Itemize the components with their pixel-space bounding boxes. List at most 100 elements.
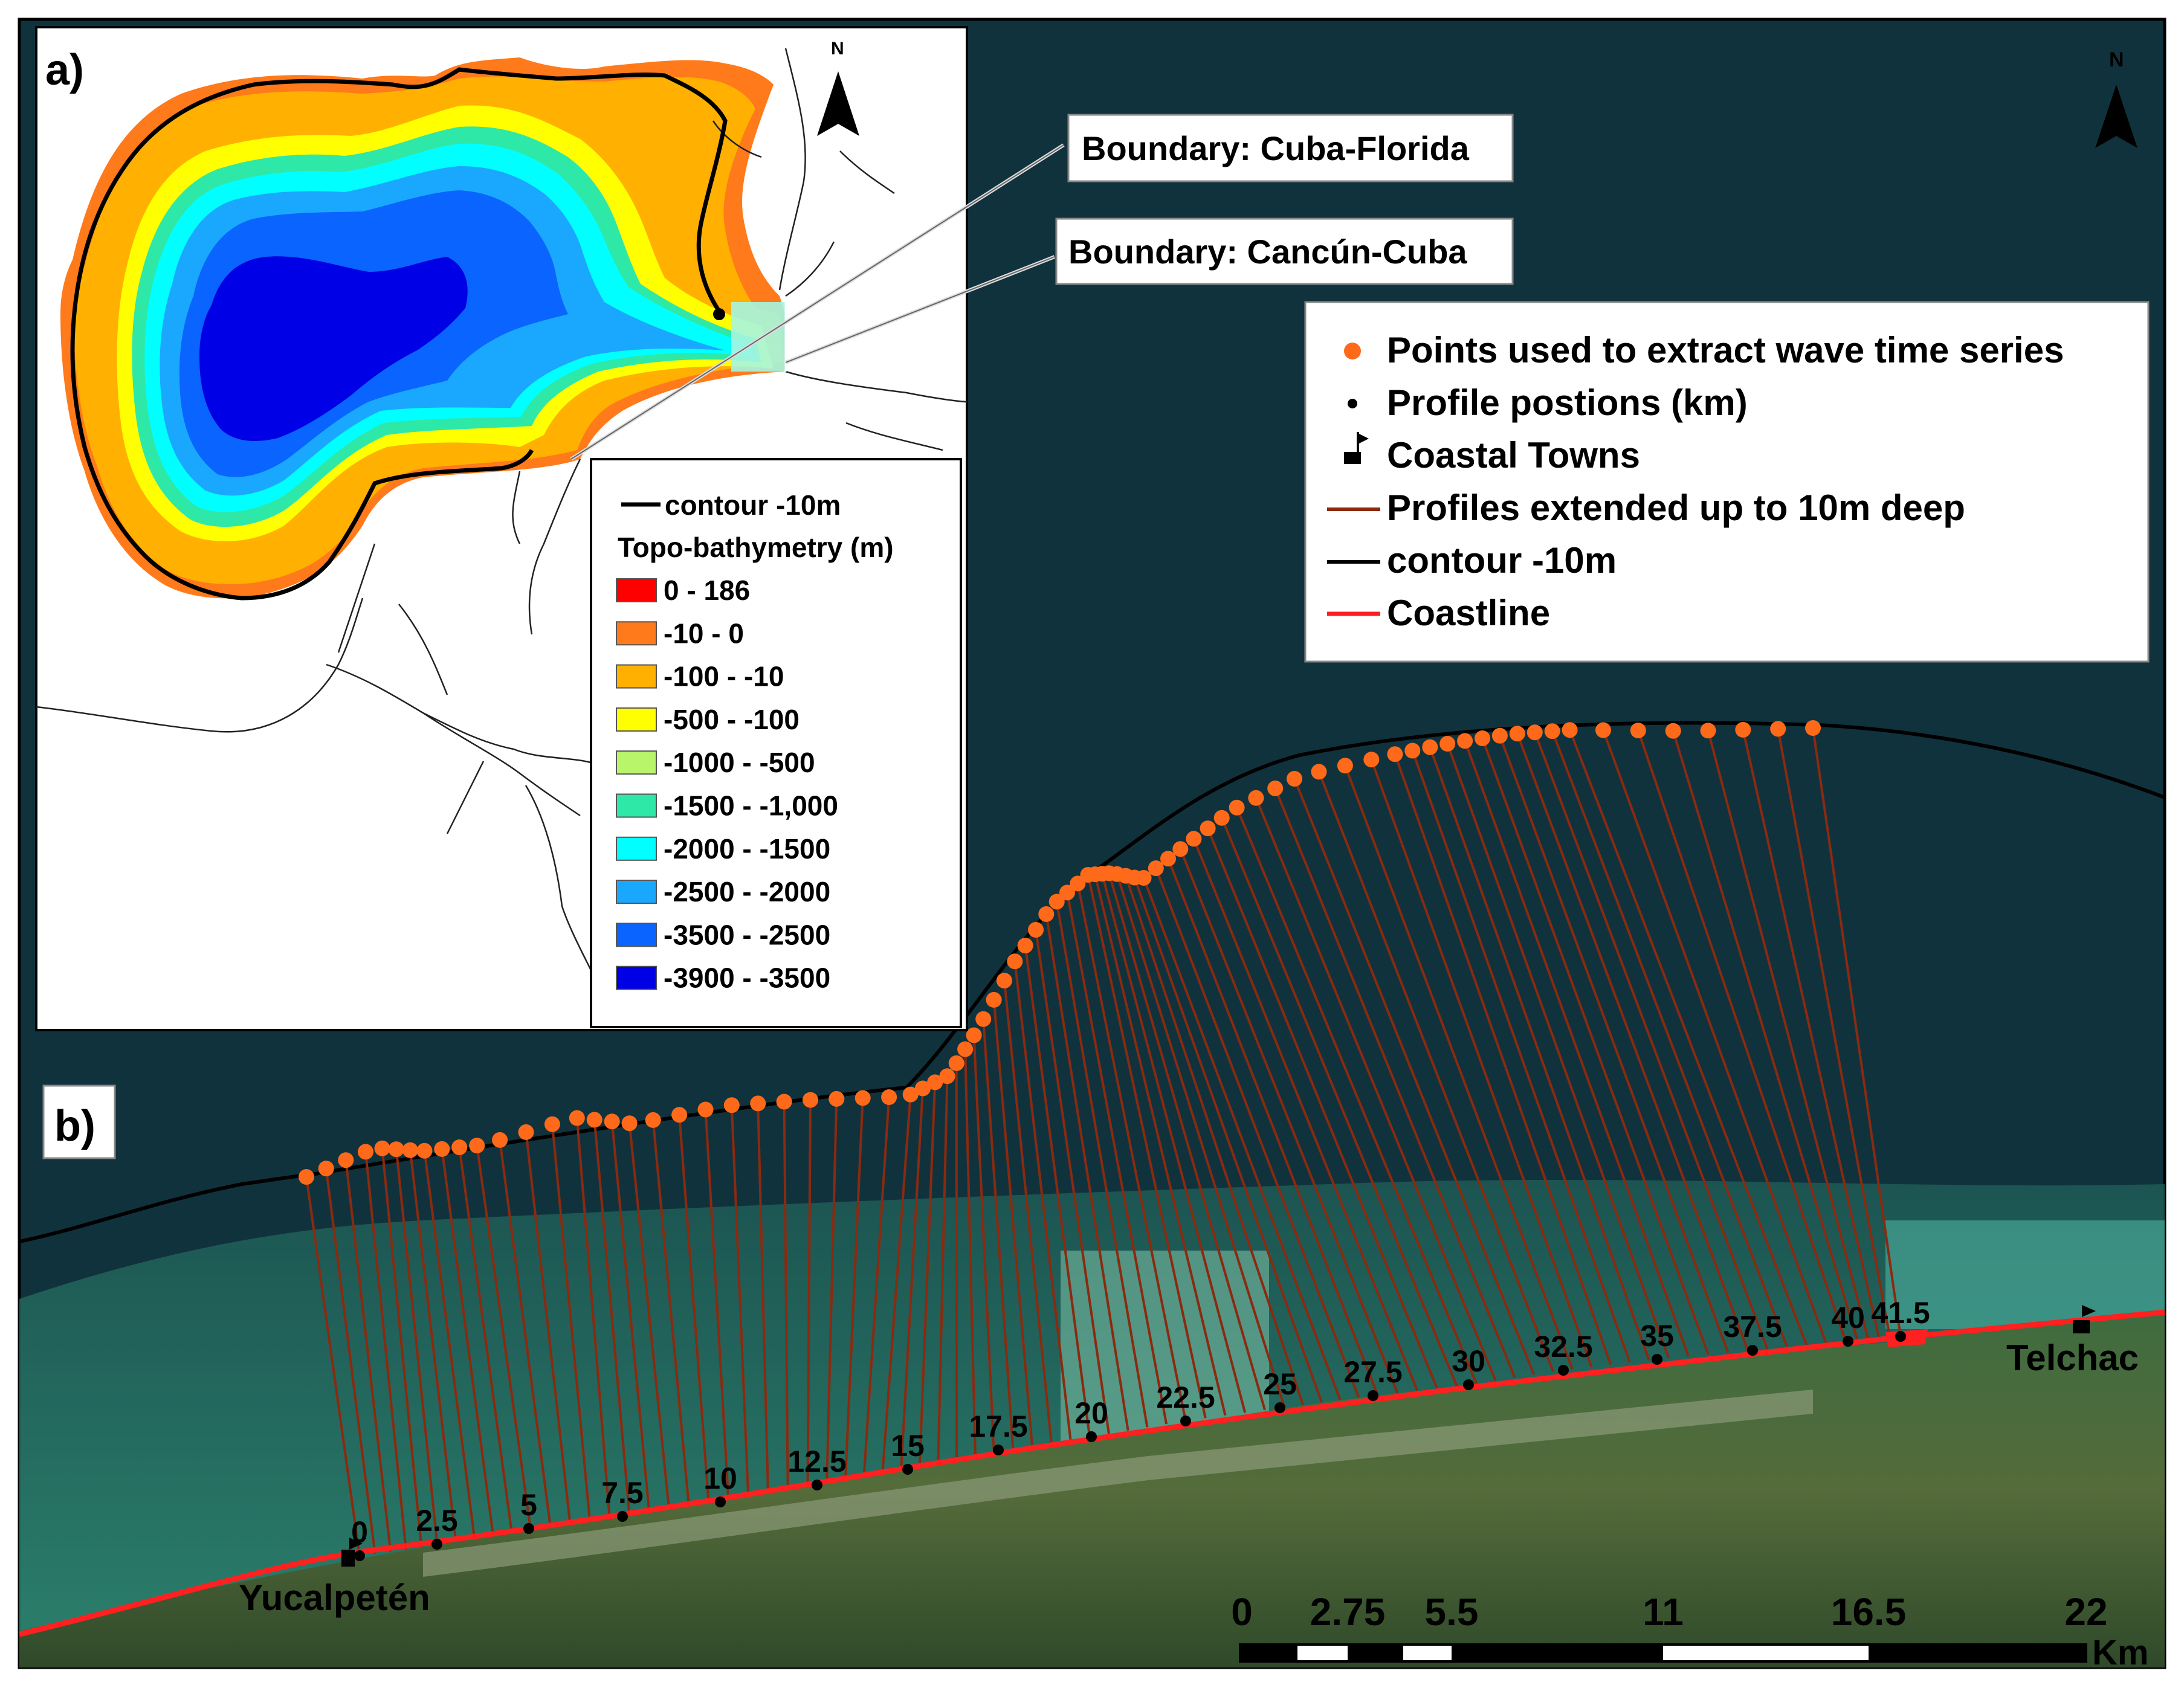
profile-line (1672, 730, 1859, 1341)
profile-line (1094, 874, 1227, 1416)
north-arrow-inset: N (817, 39, 859, 136)
profile-line (1024, 945, 1091, 1437)
extraction-point (1665, 723, 1681, 739)
extraction-point (586, 1112, 603, 1128)
extraction-point (915, 1080, 931, 1097)
extraction-point (986, 991, 1002, 1008)
legend-class-label-1: -10 - 0 (664, 617, 744, 649)
profile-line (982, 1019, 1015, 1448)
legend-class-label-3: -500 - -100 (664, 704, 800, 735)
extraction-point (492, 1132, 508, 1148)
profile-line (1344, 765, 1574, 1370)
extraction-point (1700, 723, 1716, 739)
scale-tick-label: 22 (2064, 1590, 2107, 1634)
legend-swatch-0 (616, 578, 657, 602)
profile-position-dot (1895, 1331, 1906, 1342)
profile-line (972, 1035, 995, 1451)
extraction-point (318, 1161, 334, 1177)
legend-swatch-1 (616, 621, 657, 646)
extraction-point (776, 1094, 792, 1110)
extraction-point (948, 1055, 964, 1071)
profile-line (1516, 733, 1749, 1352)
profile-km-label: 41.5 (1871, 1296, 1930, 1330)
profile-km-label: 15 (891, 1429, 925, 1463)
extraction-point (1017, 938, 1033, 954)
legend-swatch-3 (616, 707, 657, 732)
profile-position-dot (1275, 1402, 1285, 1413)
profile-line (1045, 913, 1129, 1431)
extraction-point (1048, 894, 1065, 910)
profile-line (1551, 730, 1788, 1348)
profile-line (900, 1088, 924, 1471)
extraction-point (855, 1090, 871, 1106)
legend-class-label-9: -3900 - -3500 (664, 962, 830, 994)
extraction-point (388, 1141, 404, 1158)
extraction-point (1213, 810, 1230, 826)
legend-class-label-8: -3500 - -2500 (664, 919, 830, 950)
profile-km-label: 35 (1640, 1319, 1674, 1353)
legend-orange-dot-symbol (1344, 343, 1361, 359)
extraction-point (881, 1089, 897, 1105)
profile-line (476, 1145, 532, 1529)
profile-line (783, 1101, 789, 1491)
profile-line (344, 1159, 392, 1552)
profile-line (1707, 730, 1870, 1340)
extraction-point (402, 1142, 418, 1158)
profile-position-dot (523, 1523, 534, 1534)
extraction-point (1136, 870, 1152, 886)
profile-line (1235, 807, 1478, 1384)
extraction-point (1267, 780, 1284, 796)
legend-item-0: Points used to extract wave time series (1387, 330, 2064, 370)
profile-km-label: 12.5 (787, 1445, 846, 1478)
extraction-point (750, 1095, 766, 1112)
turquoise-patch (1885, 1220, 2165, 1329)
profile-position-dot (1843, 1336, 1853, 1347)
extraction-point (451, 1139, 468, 1155)
scale-tick-label: 5.5 (1425, 1590, 1479, 1634)
profile-line (1116, 874, 1286, 1408)
gulf-deepest (199, 256, 468, 441)
profile-line (1255, 797, 1497, 1381)
extraction-point (1028, 922, 1044, 938)
profile-line (1636, 730, 1847, 1342)
legend-item-4: contour -10m (1387, 540, 1617, 581)
profile-line (1179, 848, 1399, 1393)
callout-cuba-florida: Boundary: Cuba-Florida (570, 114, 1514, 461)
extraction-point (671, 1107, 688, 1123)
svg-text:N: N (2109, 48, 2124, 71)
callout-cancun-cuba: Boundary: Cancún-Cuba (784, 217, 1514, 364)
extraction-point (1422, 739, 1438, 755)
extraction-point (939, 1068, 955, 1084)
legend-town-flag-symbol (1344, 432, 1369, 464)
profile-line (757, 1103, 769, 1494)
profile-line (1370, 759, 1593, 1368)
profile-line (628, 1123, 671, 1510)
extraction-point (957, 1041, 974, 1057)
extraction-point (645, 1112, 661, 1128)
inset-legend-title: Topo-bathymetry (m) (618, 532, 894, 563)
profile-line (423, 1150, 476, 1539)
profile-km-label: 10 (703, 1461, 737, 1495)
profile-km-label: 2.5 (416, 1504, 458, 1538)
profile-position-dot (1652, 1354, 1662, 1365)
legend-item-2: Coastal Towns (1387, 435, 1640, 475)
profile-km-label: 40 (1831, 1301, 1865, 1335)
inset-land-outlines (36, 48, 968, 1028)
profile-line (844, 1098, 864, 1481)
profile-line (881, 1094, 912, 1475)
profile-line (1108, 872, 1266, 1411)
extraction-point (358, 1144, 373, 1160)
callout-cancun-cuba-label: Boundary: Cancún-Cuba (1068, 233, 1467, 271)
extraction-point (1562, 722, 1578, 738)
scale-tick-label: 0 (1231, 1590, 1253, 1634)
inset-map: N a) contour -10m Topo-bathymetry (m) 0 … (35, 26, 968, 1031)
profile-line (1220, 817, 1458, 1387)
profile-line (305, 1176, 361, 1556)
profile-km-label: 32.5 (1534, 1330, 1592, 1364)
profile-position-dot (617, 1511, 628, 1522)
extraction-point (723, 1097, 740, 1113)
extraction-point (1287, 771, 1302, 787)
boundary-strait-zone (731, 302, 786, 372)
profile-line (1066, 892, 1168, 1425)
scale-unit-label: Km (2092, 1633, 2148, 1672)
